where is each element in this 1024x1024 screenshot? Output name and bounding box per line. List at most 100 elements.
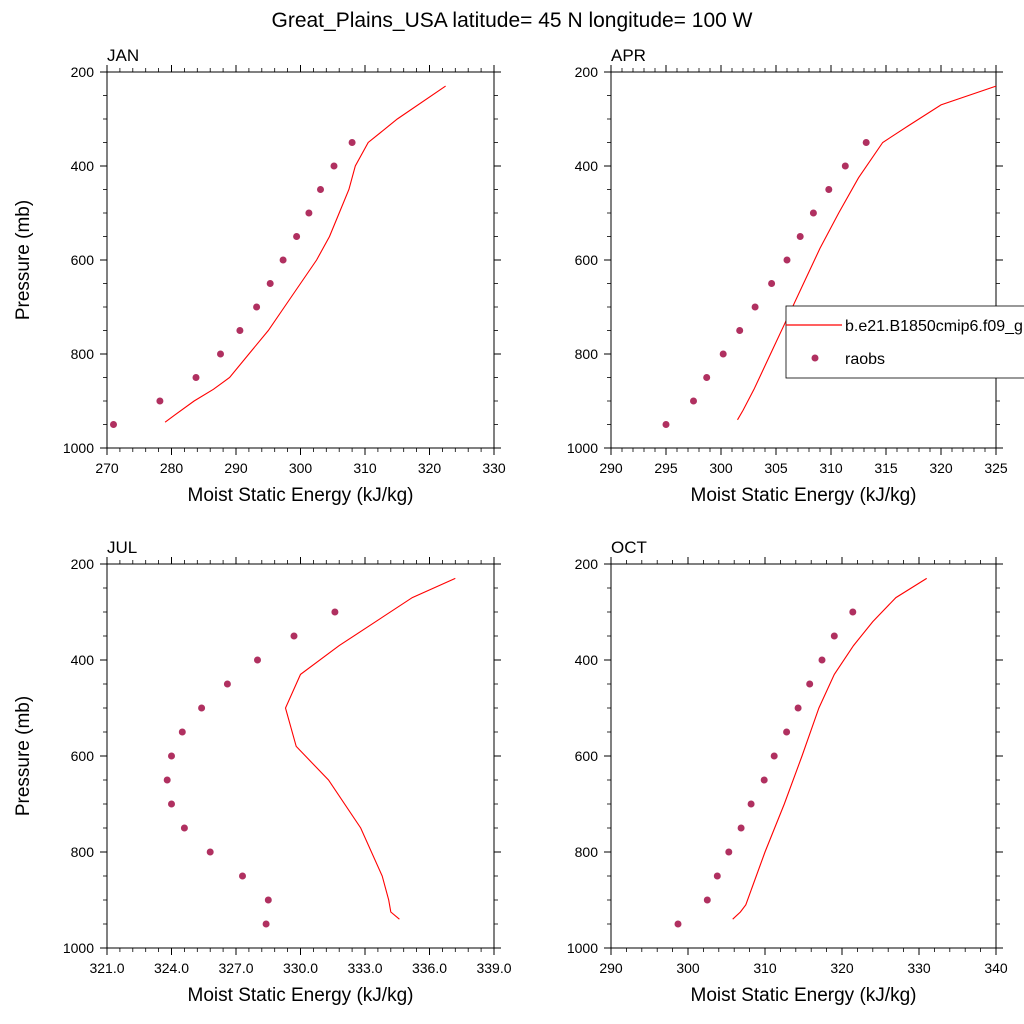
raobs-point — [809, 209, 817, 217]
y-tick-label: 400 — [71, 652, 95, 668]
y-axis-label: Pressure (mb) — [13, 200, 34, 320]
y-tick-label: 800 — [71, 346, 95, 362]
raobs-point — [253, 303, 261, 311]
x-tick-label: 320 — [418, 460, 442, 476]
x-tick-label: 327.0 — [218, 960, 253, 976]
raobs-point — [818, 656, 826, 664]
raobs-point — [239, 872, 246, 880]
raobs-point — [266, 280, 274, 287]
raobs-point — [796, 233, 804, 240]
raobs-point — [163, 776, 171, 784]
plot-layer: 270 280 290 300 310 320 330 200 400 600 800 1000 JAN… — [13, 46, 1008, 1006]
x-tick-label: 300 — [676, 960, 700, 976]
raobs-point — [180, 824, 188, 832]
x-tick-label: 270 — [95, 460, 119, 476]
raobs-point — [178, 728, 186, 736]
raobs-point — [830, 632, 838, 640]
y-tick-label: 200 — [71, 556, 95, 572]
raobs-point — [806, 680, 814, 688]
panel-label: JUL — [107, 538, 137, 557]
plot-frame — [106, 563, 495, 949]
raobs-point — [794, 704, 802, 712]
raobs-point — [662, 421, 670, 428]
raobs-point — [206, 848, 214, 856]
raobs-point — [305, 209, 313, 217]
raobs-point — [690, 397, 697, 405]
raobs-point — [290, 632, 298, 640]
x-tick-label: 339.0 — [476, 960, 511, 976]
raobs-point — [223, 680, 231, 688]
raobs-point — [110, 421, 117, 428]
x-tick-label: 280 — [160, 460, 184, 476]
raobs-point — [330, 162, 338, 170]
y-tick-label: 1000 — [63, 440, 94, 456]
raobs-point — [293, 233, 301, 240]
figure-title: Great_Plains_USA latitude= 45 N longitud… — [272, 9, 753, 32]
raobs-point — [725, 848, 733, 856]
y-tick-label: 800 — [575, 346, 599, 362]
y-tick-label: 200 — [71, 64, 95, 80]
x-tick-label: 320 — [830, 960, 854, 976]
y-tick-label: 600 — [71, 252, 95, 268]
model-profile-line — [737, 85, 997, 421]
raobs-point — [236, 327, 244, 334]
x-tick-label: 295 — [654, 460, 678, 476]
raobs-point — [713, 872, 721, 880]
x-tick-label: 340 — [984, 960, 1008, 976]
legend-box — [785, 305, 1024, 379]
raobs-point — [168, 800, 175, 808]
model-profile-line — [732, 577, 927, 920]
y-tick-label: 400 — [575, 652, 599, 668]
raobs-point — [703, 374, 711, 381]
x-tick-label: 290 — [599, 460, 623, 476]
legend: b.e21.B1850cmip6.f09_g17.1000 raobs — [785, 305, 1024, 379]
x-tick-label: 330.0 — [283, 960, 318, 976]
legend-entry-raobs: raobs — [845, 351, 885, 368]
x-tick-label: 300 — [289, 460, 313, 476]
y-tick-label: 200 — [575, 556, 599, 572]
raobs-point — [156, 397, 164, 405]
plot-frame — [610, 71, 997, 449]
raobs-point — [736, 327, 744, 334]
y-tick-label: 1000 — [567, 940, 598, 956]
raobs-point — [279, 256, 287, 264]
raobs-point — [768, 280, 776, 287]
panel-apr: 290 295 300 305 310 315 320 325 200 400 600 800 1000… — [567, 46, 1008, 506]
legend-entry-model: b.e21.B1850cmip6.f09_g17.1000 — [845, 318, 1024, 335]
raobs-point — [254, 656, 261, 664]
raobs-point — [703, 896, 711, 904]
y-tick-label: 600 — [71, 748, 95, 764]
x-tick-label: 310 — [819, 460, 843, 476]
model-profile-line — [164, 85, 446, 423]
y-tick-label: 600 — [575, 748, 599, 764]
y-tick-label: 800 — [575, 844, 599, 860]
x-tick-label: 336.0 — [412, 960, 447, 976]
panel-jul: 321.0 324.0 327.0 330.0 333.0 336.0 339.0 200 40… — [13, 538, 512, 1006]
y-tick-label: 400 — [71, 158, 95, 174]
panel-label: APR — [611, 46, 646, 65]
y-tick-label: 1000 — [63, 940, 94, 956]
y-axis-label: Pressure (mb) — [13, 696, 34, 816]
x-axis-label: Moist Static Energy (kJ/kg) — [188, 485, 414, 506]
raobs-point — [719, 350, 727, 358]
plot-frame — [610, 563, 997, 949]
legend-marker-sample — [811, 354, 819, 362]
x-axis-label: Moist Static Energy (kJ/kg) — [691, 485, 917, 506]
raobs-point — [348, 139, 356, 146]
panel-label: JAN — [107, 46, 139, 65]
x-tick-label: 320 — [929, 460, 953, 476]
plot-frame — [106, 71, 495, 449]
raobs-point — [760, 776, 768, 784]
x-tick-label: 333.0 — [347, 960, 382, 976]
x-tick-label: 330 — [482, 460, 506, 476]
panel-jan: 270 280 290 300 310 320 330 200 400 600 800 1000 JAN… — [13, 46, 506, 506]
y-tick-label: 1000 — [567, 440, 598, 456]
x-tick-label: 315 — [874, 460, 898, 476]
x-tick-label: 325 — [984, 460, 1008, 476]
x-tick-label: 300 — [709, 460, 733, 476]
raobs-point — [168, 752, 175, 760]
raobs-point — [783, 256, 791, 264]
raobs-point — [783, 728, 791, 736]
x-tick-label: 290 — [599, 960, 623, 976]
